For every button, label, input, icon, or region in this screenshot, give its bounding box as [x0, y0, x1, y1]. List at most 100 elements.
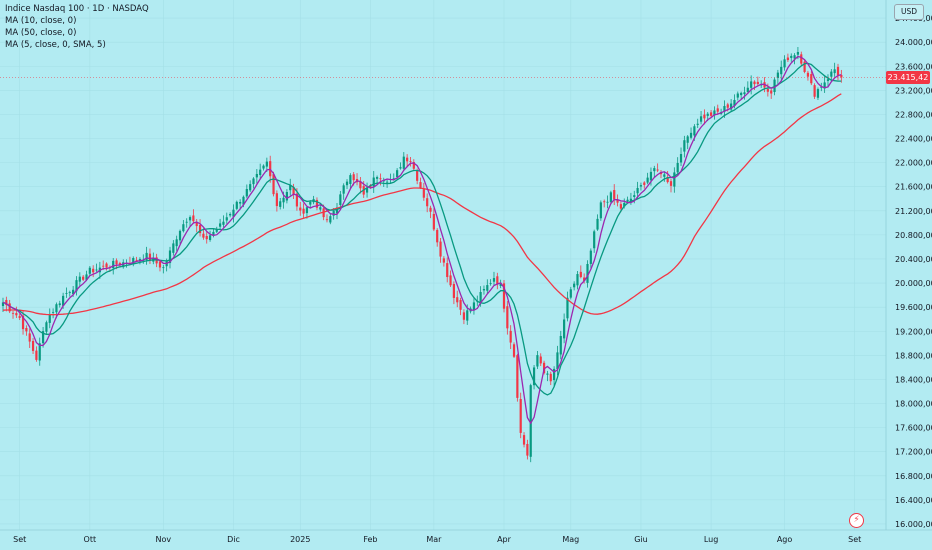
- currency-button[interactable]: USD: [894, 4, 924, 20]
- candle-body: [803, 61, 806, 72]
- candle-body: [673, 172, 676, 187]
- ma5-line: [2, 55, 842, 425]
- candle-body: [229, 214, 232, 216]
- ma10-line: [2, 62, 842, 396]
- candle-body: [188, 217, 192, 221]
- candle-body: [15, 313, 18, 316]
- candle-body: [840, 74, 843, 78]
- candle-body: [532, 367, 536, 386]
- candle-body: [222, 221, 225, 225]
- time-tick-label: Feb: [363, 535, 377, 544]
- price-tick-label: 18.800,00: [895, 351, 932, 360]
- legend-ma10[interactable]: MA (10, close, 0): [5, 16, 77, 26]
- candle-body: [766, 88, 769, 92]
- candle-body: [21, 315, 25, 330]
- candle-body: [285, 191, 288, 201]
- candle-body: [319, 207, 322, 210]
- candle-body: [192, 215, 195, 222]
- candle-body: [579, 271, 582, 278]
- candle-body: [436, 229, 439, 243]
- candle-body: [35, 350, 38, 360]
- candle-body: [41, 331, 45, 344]
- candle-body: [546, 373, 549, 375]
- price-tick-label: 20.000,00: [895, 279, 932, 288]
- time-tick-label: 2025: [290, 535, 310, 544]
- candle-body: [613, 190, 616, 200]
- candle-body: [696, 123, 699, 125]
- candle-body: [342, 185, 345, 194]
- candle-body: [242, 196, 245, 205]
- candle-body: [793, 55, 796, 59]
- symbol-title[interactable]: Indice Nasdaq 100 · 1D · NASDAQ: [5, 4, 149, 14]
- candle-body: [406, 157, 409, 162]
- current-price-label: 23.415,42: [886, 70, 930, 84]
- candle-body: [529, 385, 532, 457]
- candle-body: [556, 352, 559, 370]
- candle-body: [426, 198, 429, 207]
- candle-body: [629, 198, 633, 202]
- candle-body: [178, 230, 182, 241]
- candle-body: [459, 299, 462, 310]
- candle-body: [279, 201, 282, 207]
- candle-body: [65, 293, 68, 294]
- price-tick-label: 16.400,00: [895, 496, 932, 505]
- candle-body: [606, 201, 609, 203]
- candle-body: [349, 175, 352, 184]
- candle-body: [339, 194, 342, 206]
- candle-body: [299, 207, 302, 211]
- candle-body: [806, 72, 810, 77]
- candle-body: [509, 330, 512, 343]
- candle-body: [302, 208, 305, 214]
- candle-body: [810, 74, 813, 84]
- legend-ma50[interactable]: MA (50, close, 0): [5, 28, 77, 38]
- legend-ma5-sma[interactable]: MA (5, close, 0, SMA, 5): [5, 40, 106, 50]
- candle-body: [589, 250, 592, 264]
- candle-body: [62, 295, 65, 306]
- candle-body: [172, 243, 175, 253]
- candle-body: [72, 289, 75, 295]
- candle-body: [88, 267, 91, 274]
- candle-body: [416, 170, 419, 181]
- candle-body: [603, 201, 606, 203]
- time-tick-label: Giu: [634, 535, 648, 544]
- candle-body: [462, 312, 466, 320]
- candle-body: [8, 303, 11, 312]
- candle-body: [723, 106, 726, 112]
- candle-body: [669, 181, 673, 186]
- candle-body: [432, 213, 435, 230]
- candle-body: [796, 51, 800, 55]
- candle-body: [396, 170, 399, 178]
- candle-body: [576, 274, 579, 286]
- candle-body: [392, 178, 395, 180]
- candle-body: [512, 344, 516, 357]
- candle-body: [85, 274, 88, 280]
- candle-body: [429, 207, 432, 212]
- price-tick-label: 21.200,00: [895, 207, 932, 216]
- candle-body: [753, 81, 756, 85]
- candle-body: [25, 327, 28, 332]
- candle-body: [666, 176, 669, 183]
- candle-body: [305, 207, 309, 214]
- candle-body: [292, 186, 295, 195]
- candle-body: [112, 260, 115, 269]
- candle-body: [275, 193, 278, 207]
- time-axis[interactable]: Set Ott Nov Dic 2025 Feb Mar Apr Mag Giu Lug Ago Set: [13, 535, 861, 544]
- lightning-icon[interactable]: ⚡: [849, 513, 864, 528]
- candle-body: [716, 108, 719, 112]
- candle-body: [502, 283, 506, 309]
- price-tick-label: 23.600,00: [895, 62, 932, 71]
- time-tick-label: Set: [13, 535, 26, 544]
- candle-body: [609, 192, 612, 203]
- candle-body: [542, 362, 546, 374]
- candle-body: [225, 217, 228, 221]
- candle-body: [31, 340, 35, 351]
- candle-body: [205, 236, 208, 240]
- candle-body: [208, 235, 212, 241]
- candle-body: [549, 373, 552, 382]
- candle-body: [262, 165, 265, 169]
- candle-body: [449, 275, 452, 286]
- candle-body: [726, 104, 729, 108]
- candle-body: [770, 90, 773, 94]
- candle-body: [643, 182, 646, 185]
